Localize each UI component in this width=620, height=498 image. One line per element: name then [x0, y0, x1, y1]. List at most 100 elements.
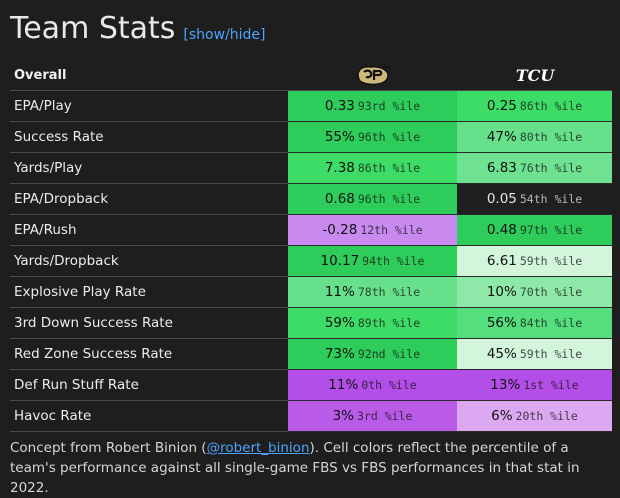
show-hide-toggle[interactable]: [show/hide]: [183, 27, 266, 43]
table-row: Yards/Dropback 10.17 94th %ile 6.61 59th %il…: [10, 245, 612, 277]
team2-stat-cell: 56% 84th %ile: [457, 307, 612, 339]
stat-value: 0.48: [486, 222, 517, 238]
stat-percentile: 89th %ile: [357, 316, 421, 330]
team2-stat-cell: 47% 80th %ile: [457, 121, 612, 153]
stat-percentile: 70th %ile: [519, 285, 583, 299]
stat-label: EPA/Play: [10, 90, 288, 122]
stat-percentile: 59th %ile: [519, 347, 583, 361]
team1-stat-cell: 59% 89th %ile: [288, 307, 457, 339]
footer-note: Concept from Robert Binion (@robert_bini…: [10, 438, 612, 498]
stat-value: 47%: [486, 129, 517, 145]
table-row: EPA/Dropback 0.68 96th %ile 0.05 54th %ile: [10, 183, 612, 215]
stat-percentile: 59th %ile: [519, 254, 583, 268]
stat-label: Red Zone Success Rate: [10, 338, 288, 370]
stat-value: -0.28: [322, 222, 358, 238]
stat-percentile: 86th %ile: [519, 99, 583, 113]
team1-stat-cell: 0.68 96th %ile: [288, 183, 457, 215]
stat-percentile: 78th %ile: [357, 285, 421, 299]
stat-label: Success Rate: [10, 121, 288, 153]
stat-percentile: 84th %ile: [519, 316, 583, 330]
team1-stat-cell: -0.28 12th %ile: [288, 214, 457, 246]
stat-label: EPA/Rush: [10, 214, 288, 246]
stat-value: 11%: [328, 377, 359, 393]
stat-label: Yards/Dropback: [10, 245, 288, 277]
team2-stat-cell: 13% 1st %ile: [457, 369, 612, 401]
section-label: Overall: [10, 60, 288, 91]
team2-stat-cell: 0.48 97th %ile: [457, 214, 612, 246]
team2-stat-cell: 6.83 76th %ile: [457, 152, 612, 184]
table-row: EPA/Play 0.33 93rd %ile 0.25 86th %ile: [10, 90, 612, 122]
stat-percentile: 96th %ile: [357, 130, 421, 144]
table-row: Red Zone Success Rate 73% 92nd %ile 45% 59th…: [10, 338, 612, 370]
stat-percentile: 94th %ile: [362, 254, 425, 268]
stat-value: 0.33: [324, 98, 355, 114]
stat-percentile: 12th %ile: [360, 223, 423, 237]
team1-stat-cell: 55% 96th %ile: [288, 121, 457, 153]
team1-stat-cell: 3% 3rd %ile: [288, 400, 457, 432]
stat-percentile: 86th %ile: [357, 161, 421, 175]
stat-value: 3%: [332, 408, 355, 424]
stat-percentile: 76th %ile: [519, 161, 583, 175]
stat-value: 6%: [491, 408, 513, 424]
stat-label: 3rd Down Success Rate: [10, 307, 288, 339]
stat-label: Def Run Stuff Rate: [10, 369, 288, 401]
team2-stat-cell: 6% 20th %ile: [457, 400, 612, 432]
stat-percentile: 93rd %ile: [357, 99, 421, 113]
team1-stat-cell: 10.17 94th %ile: [288, 245, 457, 277]
table-row: Explosive Play Rate 11% 78th %ile 10% 70th %…: [10, 276, 612, 308]
stat-percentile: 96th %ile: [357, 192, 421, 206]
table-row: Def Run Stuff Rate 11% 0th %ile 13% 1st %ile: [10, 369, 612, 401]
stat-value: 11%: [324, 284, 355, 300]
stat-percentile: 80th %ile: [519, 130, 583, 144]
table-row: Havoc Rate 3% 3rd %ile 6% 20th %ile: [10, 400, 612, 432]
footer-text-before: Concept from Robert Binion (: [10, 440, 207, 456]
page-title: Team Stats: [10, 11, 176, 46]
stats-body: EPA/Play 0.33 93rd %ile 0.25 86th %ile Succes…: [10, 90, 612, 432]
stat-value: 56%: [486, 315, 517, 331]
stat-value: 13%: [490, 377, 521, 393]
stat-label: EPA/Dropback: [10, 183, 288, 215]
table-header-row: Overall TCU: [10, 60, 612, 91]
team2-stat-cell: 0.25 86th %ile: [457, 90, 612, 122]
stat-value: 0.25: [486, 98, 517, 114]
team2-stat-cell: 6.61 59th %ile: [457, 245, 612, 277]
team2-stat-cell: 0.05 54th %ile: [457, 183, 612, 215]
table-row: 3rd Down Success Rate 59% 89th %ile 56% 84th…: [10, 307, 612, 339]
author-link[interactable]: @robert_binion: [206, 440, 310, 456]
stat-label: Yards/Play: [10, 152, 288, 184]
team1-stat-cell: 73% 92nd %ile: [288, 338, 457, 370]
team1-stat-cell: 0.33 93rd %ile: [288, 90, 457, 122]
stat-label: Explosive Play Rate: [10, 276, 288, 308]
stats-table: Overall TCU: [10, 60, 612, 432]
stat-percentile: 0th %ile: [361, 378, 417, 392]
tcu-logo-icon: TCU: [515, 66, 554, 85]
stat-percentile: 97th %ile: [519, 223, 583, 237]
stat-percentile: 3rd %ile: [357, 409, 413, 423]
stat-percentile: 92nd %ile: [357, 347, 421, 361]
stat-value: 6.61: [486, 253, 517, 269]
team2-stat-cell: 45% 59th %ile: [457, 338, 612, 370]
tcu-logo-text: TCU: [515, 66, 554, 85]
team1-stat-cell: 11% 0th %ile: [288, 369, 457, 401]
stat-value: 0.68: [324, 191, 355, 207]
table-row: Yards/Play 7.38 86th %ile 6.83 76th %ile: [10, 152, 612, 184]
stat-value: 0.05: [486, 191, 517, 207]
stat-percentile: 20th %ile: [515, 409, 578, 423]
table-row: Success Rate 55% 96th %ile 47% 80th %ile: [10, 121, 612, 153]
stat-label: Havoc Rate: [10, 400, 288, 432]
team1-stat-cell: 11% 78th %ile: [288, 276, 457, 308]
stat-value: 45%: [486, 346, 517, 362]
colorado-buffalo-logo-icon: [356, 66, 391, 86]
stat-percentile: 1st %ile: [523, 378, 579, 392]
stat-value: 7.38: [324, 160, 355, 176]
team1-stat-cell: 7.38 86th %ile: [288, 152, 457, 184]
stat-value: 10%: [486, 284, 517, 300]
panel-header: Team Stats [show/hide]: [10, 0, 612, 60]
stat-value: 73%: [324, 346, 355, 362]
stat-value: 6.83: [486, 160, 517, 176]
team2-header: TCU: [457, 60, 612, 91]
stat-value: 59%: [324, 315, 355, 331]
stat-value: 55%: [324, 129, 355, 145]
table-row: EPA/Rush -0.28 12th %ile 0.48 97th %ile: [10, 214, 612, 246]
